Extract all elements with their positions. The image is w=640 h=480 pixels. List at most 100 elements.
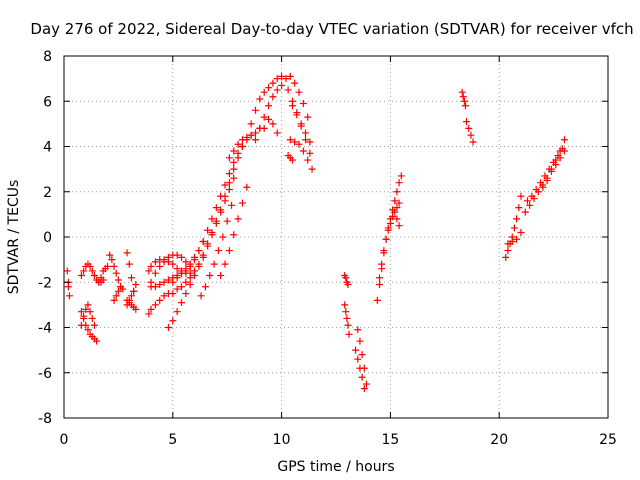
data-point xyxy=(354,355,362,363)
data-point xyxy=(269,120,277,128)
data-point xyxy=(80,312,88,320)
data-point xyxy=(130,287,138,295)
data-point xyxy=(88,267,96,275)
data-point xyxy=(389,213,397,221)
grid xyxy=(64,56,608,418)
data-point xyxy=(358,373,366,381)
data-point xyxy=(532,185,540,193)
series-arc-39 xyxy=(504,228,525,248)
data-point xyxy=(186,274,194,282)
data-point xyxy=(247,131,255,139)
x-tick-label: 25 xyxy=(599,432,617,448)
y-tick-label: 8 xyxy=(43,49,52,65)
data-point xyxy=(95,278,103,286)
data-point xyxy=(393,215,401,223)
data-point xyxy=(269,93,277,101)
data-point xyxy=(90,321,98,329)
data-point xyxy=(199,238,207,246)
data-point xyxy=(145,267,153,275)
series-arc-11 xyxy=(145,290,177,318)
x-tick-label: 15 xyxy=(381,432,399,448)
data-point xyxy=(504,240,512,248)
data-point xyxy=(123,249,131,257)
data-point xyxy=(278,72,286,80)
x-tick-label: 10 xyxy=(273,432,291,448)
data-point xyxy=(77,321,85,329)
data-point xyxy=(393,188,401,196)
data-point xyxy=(191,267,199,275)
data-point xyxy=(352,346,360,354)
data-point xyxy=(217,206,225,214)
data-point xyxy=(212,217,220,225)
data-point xyxy=(204,240,212,248)
data-point xyxy=(212,204,220,212)
series-arc-16 xyxy=(197,201,236,300)
data-point xyxy=(295,88,303,96)
chart-title: Day 276 of 2022, Sidereal Day-to-day VTE… xyxy=(30,20,633,38)
data-point xyxy=(288,156,296,164)
data-point xyxy=(173,285,181,293)
data-point xyxy=(467,131,475,139)
data-point xyxy=(243,183,251,191)
data-point xyxy=(160,278,168,286)
data-point xyxy=(219,233,227,241)
data-point xyxy=(251,106,259,114)
data-point xyxy=(513,215,521,223)
data-point xyxy=(395,199,403,207)
data-point xyxy=(517,192,525,200)
series-arc-32 xyxy=(352,346,368,393)
data-point xyxy=(173,265,181,273)
data-point xyxy=(169,317,177,325)
data-point xyxy=(238,199,246,207)
data-point xyxy=(395,179,403,187)
data-point xyxy=(286,136,294,144)
data-point xyxy=(282,75,290,83)
data-point xyxy=(251,136,259,144)
data-point xyxy=(169,290,177,298)
data-point xyxy=(199,251,207,259)
series-arc-07 xyxy=(110,283,125,304)
data-point xyxy=(147,305,155,313)
data-point xyxy=(306,149,314,157)
series-arc-42 xyxy=(539,147,568,191)
data-point xyxy=(186,281,194,289)
data-point xyxy=(225,247,233,255)
data-point xyxy=(560,136,568,144)
data-point xyxy=(84,326,92,334)
data-point xyxy=(178,253,186,261)
y-axis-label: SDTVAR / TECUs xyxy=(6,180,22,295)
data-point xyxy=(256,95,264,103)
data-point xyxy=(302,129,310,137)
data-point xyxy=(504,247,512,255)
data-point xyxy=(354,326,362,334)
data-point xyxy=(206,271,214,279)
data-point xyxy=(508,238,516,246)
data-point xyxy=(221,192,229,200)
data-point xyxy=(84,301,92,309)
data-point xyxy=(515,204,523,212)
data-point xyxy=(201,283,209,291)
series-arc-03 xyxy=(77,301,98,329)
data-point xyxy=(265,102,273,110)
data-point xyxy=(160,258,168,266)
data-point xyxy=(65,292,73,300)
data-point xyxy=(308,165,316,173)
y-tick-label: 4 xyxy=(43,140,52,156)
data-point xyxy=(127,274,135,282)
data-point xyxy=(151,301,159,309)
data-point xyxy=(234,154,242,162)
data-point xyxy=(63,267,71,275)
data-point xyxy=(342,308,350,316)
data-point xyxy=(104,262,112,270)
data-point xyxy=(345,330,353,338)
data-point xyxy=(90,271,98,279)
data-point xyxy=(526,201,534,209)
data-point xyxy=(384,226,392,234)
data-point xyxy=(228,201,236,209)
data-point xyxy=(543,176,551,184)
data-point xyxy=(458,88,466,96)
data-point xyxy=(156,281,164,289)
data-point xyxy=(463,118,471,126)
data-point xyxy=(537,179,545,187)
data-point xyxy=(151,258,159,266)
